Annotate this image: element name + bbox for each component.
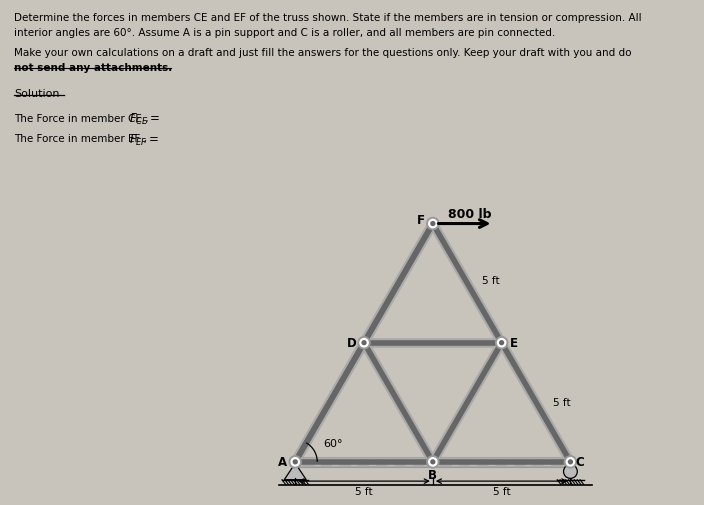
Text: B: B [428,468,437,481]
Text: A: A [278,456,287,469]
Text: $F_{CE}=$: $F_{CE}=$ [129,112,160,127]
Circle shape [569,460,572,464]
Text: 5 ft: 5 ft [493,486,510,496]
Text: Determine the forces in members CE and EF of the truss shown. State if the membe: Determine the forces in members CE and E… [14,13,641,23]
Polygon shape [284,463,306,480]
Circle shape [563,465,577,478]
Text: E: E [510,336,518,349]
Text: The Force in member EF ,: The Force in member EF , [14,134,147,144]
Text: 5 ft: 5 ft [482,276,500,286]
Text: interior angles are 60°. Assume A is a pin support and C is a roller, and all me: interior angles are 60°. Assume A is a p… [14,28,555,38]
Circle shape [431,460,435,464]
Circle shape [498,339,505,347]
Circle shape [566,458,574,466]
Text: The Force in member CE ,: The Force in member CE , [14,114,149,124]
Circle shape [294,460,297,464]
Text: Solution: Solution [14,88,60,98]
Circle shape [429,220,437,228]
Circle shape [289,456,301,468]
Circle shape [500,341,503,345]
Text: 800 lb: 800 lb [448,207,491,220]
Circle shape [291,458,299,466]
Circle shape [431,222,435,226]
Text: 60°: 60° [322,438,342,448]
Circle shape [362,341,366,345]
Circle shape [496,337,508,349]
Text: $F_{EF}=$: $F_{EF}=$ [129,132,159,147]
Circle shape [427,456,439,468]
Text: D: D [347,336,356,349]
Text: Make your own calculations on a draft and just fill the answers for the question: Make your own calculations on a draft an… [14,48,631,58]
Text: C: C [576,456,584,469]
Circle shape [358,337,370,349]
Text: 5 ft: 5 ft [553,397,570,408]
Circle shape [427,218,439,230]
Circle shape [429,458,437,466]
Text: not send any attachments.: not send any attachments. [14,63,172,73]
Circle shape [565,456,577,468]
Circle shape [360,339,368,347]
Text: 5 ft: 5 ft [356,486,373,496]
Text: F: F [417,214,425,226]
